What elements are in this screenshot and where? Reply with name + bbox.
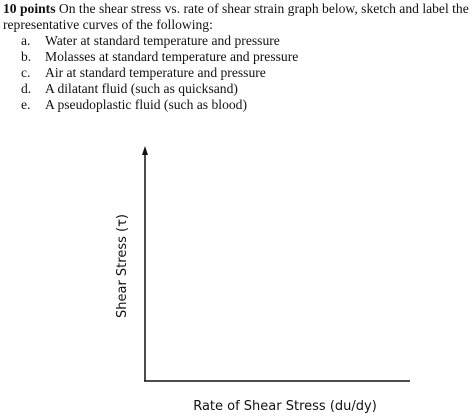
list-item: b. Molasses at standard temperature and p…	[3, 49, 473, 65]
list-item: c. Air at standard temperature and pressu…	[3, 65, 473, 81]
item-list: a. Water at standard temperature and pres…	[3, 33, 473, 113]
item-text: Air at standard temperature and pressure	[45, 65, 266, 80]
item-marker: c.	[21, 65, 31, 80]
item-marker: d.	[21, 81, 32, 96]
prompt: On the shear stress vs. rate of shear st…	[3, 1, 469, 32]
question: 10 points On the shear stress vs. rate o…	[3, 1, 473, 113]
list-item: a. Water at standard temperature and pres…	[3, 33, 473, 49]
x-axis-label: Rate of Shear Stress (du/dy)	[193, 399, 377, 414]
item-marker: b.	[21, 49, 32, 64]
y-axis-arrow	[142, 146, 148, 155]
prompt-line: 10 points On the shear stress vs. rate o…	[3, 1, 473, 33]
y-axis-label: Shear Stress (τ)	[115, 214, 130, 318]
item-text: Water at standard temperature and pressu…	[45, 33, 280, 48]
list-item: d. A dilatant fluid (such as quicksand)	[3, 81, 473, 97]
item-marker: e.	[21, 97, 31, 112]
item-text: A dilatant fluid (such as quicksand)	[45, 81, 238, 96]
item-text: A pseudoplastic fluid (such as blood)	[45, 97, 247, 112]
points: 10 points	[3, 1, 56, 16]
list-item: e. A pseudoplastic fluid (such as blood)	[3, 97, 473, 113]
item-marker: a.	[21, 33, 31, 48]
item-text: Molasses at standard temperature and pre…	[45, 49, 299, 64]
